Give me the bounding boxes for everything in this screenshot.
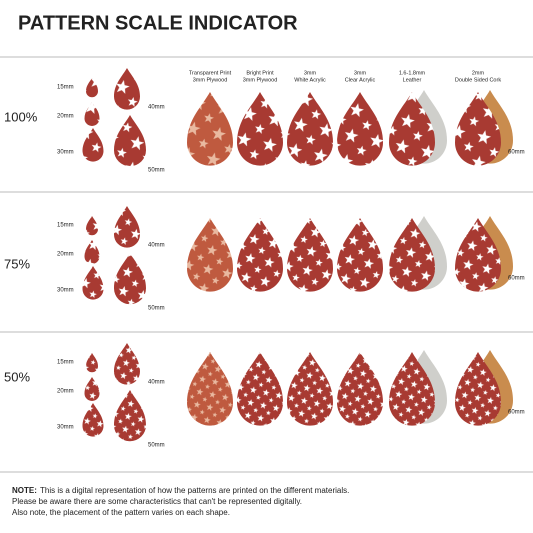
column-header: Double Sided Cork (455, 77, 501, 83)
column-header: Clear Acrylic (345, 77, 376, 83)
sample-40mm (114, 343, 140, 385)
bright-plywood (237, 218, 283, 292)
width-label: 60mm (508, 276, 525, 282)
page-title: PATTERN SCALE INDICATOR (18, 12, 298, 34)
clear-acrylic (337, 352, 383, 426)
cork (455, 218, 501, 292)
scale-label: 50% (4, 369, 30, 384)
sample-20mm (84, 377, 100, 402)
bright-plywood (237, 92, 283, 166)
column-header: 1.6-1.8mm (399, 70, 426, 76)
size-label: 40mm (148, 380, 165, 386)
leather (389, 352, 435, 426)
width-label: 60mm (508, 410, 525, 416)
white-acrylic (287, 218, 333, 292)
cork (455, 352, 501, 426)
column-header: 3mm Plywood (193, 77, 228, 83)
sample-20mm (84, 102, 100, 127)
transparent-plywood (187, 218, 233, 292)
sample-50mm (114, 115, 146, 167)
note-line: This is a digital representation of how … (40, 486, 349, 495)
width-label: 60mm (508, 150, 525, 156)
size-label: 15mm (57, 223, 74, 229)
cork (455, 92, 501, 166)
bright-plywood (237, 352, 283, 426)
column-header: 3mm (304, 70, 317, 76)
size-label: 30mm (57, 150, 74, 156)
sample-50mm (114, 390, 146, 442)
size-label: 20mm (57, 114, 74, 120)
white-acrylic (287, 92, 333, 166)
scale-label: 100% (4, 109, 38, 124)
column-header: Leather (403, 77, 422, 83)
sample-40mm (114, 68, 140, 110)
sample-50mm (114, 253, 146, 305)
size-label: 20mm (57, 252, 74, 258)
column-header: 2mm (472, 70, 485, 76)
column-header: 3mm (354, 70, 367, 76)
note-label: NOTE: (12, 486, 37, 495)
white-acrylic (287, 352, 333, 426)
column-header: White Acrylic (294, 77, 326, 83)
leather (389, 92, 435, 166)
note-line: Please be aware there are some character… (12, 497, 302, 506)
transparent-plywood (187, 352, 233, 426)
scale-label: 75% (4, 256, 30, 271)
clear-acrylic (337, 218, 383, 292)
size-label: 15mm (57, 360, 74, 366)
size-label: 50mm (148, 168, 165, 174)
sample-30mm (82, 403, 104, 437)
sample-40mm (114, 206, 140, 248)
column-header: 3mm Plywood (243, 77, 278, 83)
transparent-plywood (187, 92, 233, 166)
sample-30mm (82, 266, 104, 300)
size-label: 30mm (57, 288, 74, 294)
leather (389, 218, 435, 292)
size-label: 50mm (148, 306, 165, 312)
column-header: Bright Print (246, 70, 274, 76)
size-label: 20mm (57, 389, 74, 395)
sample-30mm (82, 128, 104, 162)
size-label: 40mm (148, 243, 165, 249)
sample-15mm (86, 216, 98, 236)
note-line: Also note, the placement of the pattern … (12, 508, 230, 517)
size-label: 30mm (57, 425, 74, 431)
size-label: 50mm (148, 443, 165, 449)
column-header: Transparent Print (189, 70, 232, 76)
sample-15mm (86, 353, 98, 373)
sample-15mm (86, 78, 98, 98)
size-label: 15mm (57, 85, 74, 91)
clear-acrylic (337, 92, 383, 166)
size-label: 40mm (148, 105, 165, 111)
sample-20mm (84, 240, 100, 264)
